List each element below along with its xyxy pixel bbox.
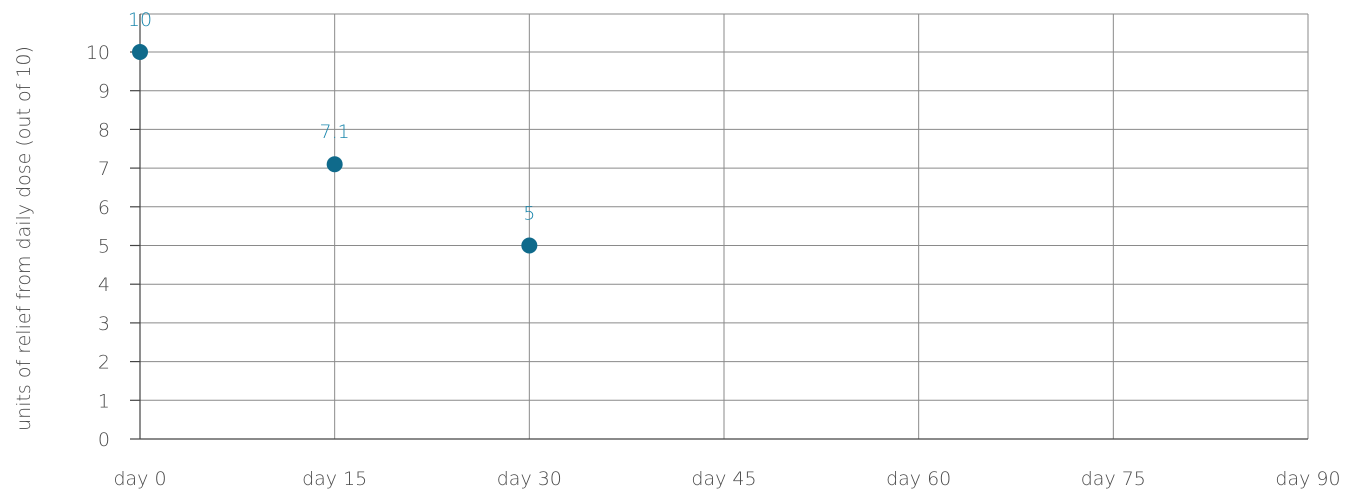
y-tick-label: 7: [98, 158, 110, 180]
y-axis-title: units of relief from daily dose (out of …: [13, 46, 35, 431]
data-point: [521, 237, 538, 254]
y-tick-labels: 0 1 2 3 4 5 6 7 8 9 10: [86, 42, 110, 451]
y-tick-label: 1: [98, 390, 110, 412]
y-tick-label: 2: [98, 352, 110, 374]
y-tick-label: 6: [98, 197, 110, 219]
y-tick-label: 0: [98, 429, 110, 451]
x-tick-label: day 75: [1081, 468, 1146, 490]
grid: [140, 13, 1309, 439]
y-tick-label: 8: [98, 119, 110, 141]
axes: [130, 14, 1308, 440]
x-tick-label: day 45: [691, 468, 756, 490]
x-tick-label: day 90: [1275, 468, 1340, 490]
data-label: 5: [523, 203, 535, 225]
data-point: [132, 44, 148, 60]
data-label: 10: [128, 9, 152, 31]
x-tick-labels: day 0 day 15 day 30 day 45 day 60 day 75 day 9…: [113, 468, 1340, 490]
y-tick-label: 4: [98, 274, 110, 296]
y-tick-label: 9: [98, 81, 110, 103]
data-labels: 107.15: [128, 9, 535, 225]
x-tick-label: day 60: [886, 468, 951, 490]
data-label: 7.1: [320, 121, 350, 143]
x-tick-label: day 15: [302, 468, 367, 490]
y-tick-label: 5: [98, 236, 110, 258]
data-point: [326, 156, 343, 173]
data-points: [132, 44, 538, 254]
x-tick-label: day 30: [497, 468, 562, 490]
x-tick-label: day 0: [113, 468, 166, 490]
y-tick-label: 3: [98, 313, 110, 335]
y-tick-label: 10: [86, 42, 110, 64]
